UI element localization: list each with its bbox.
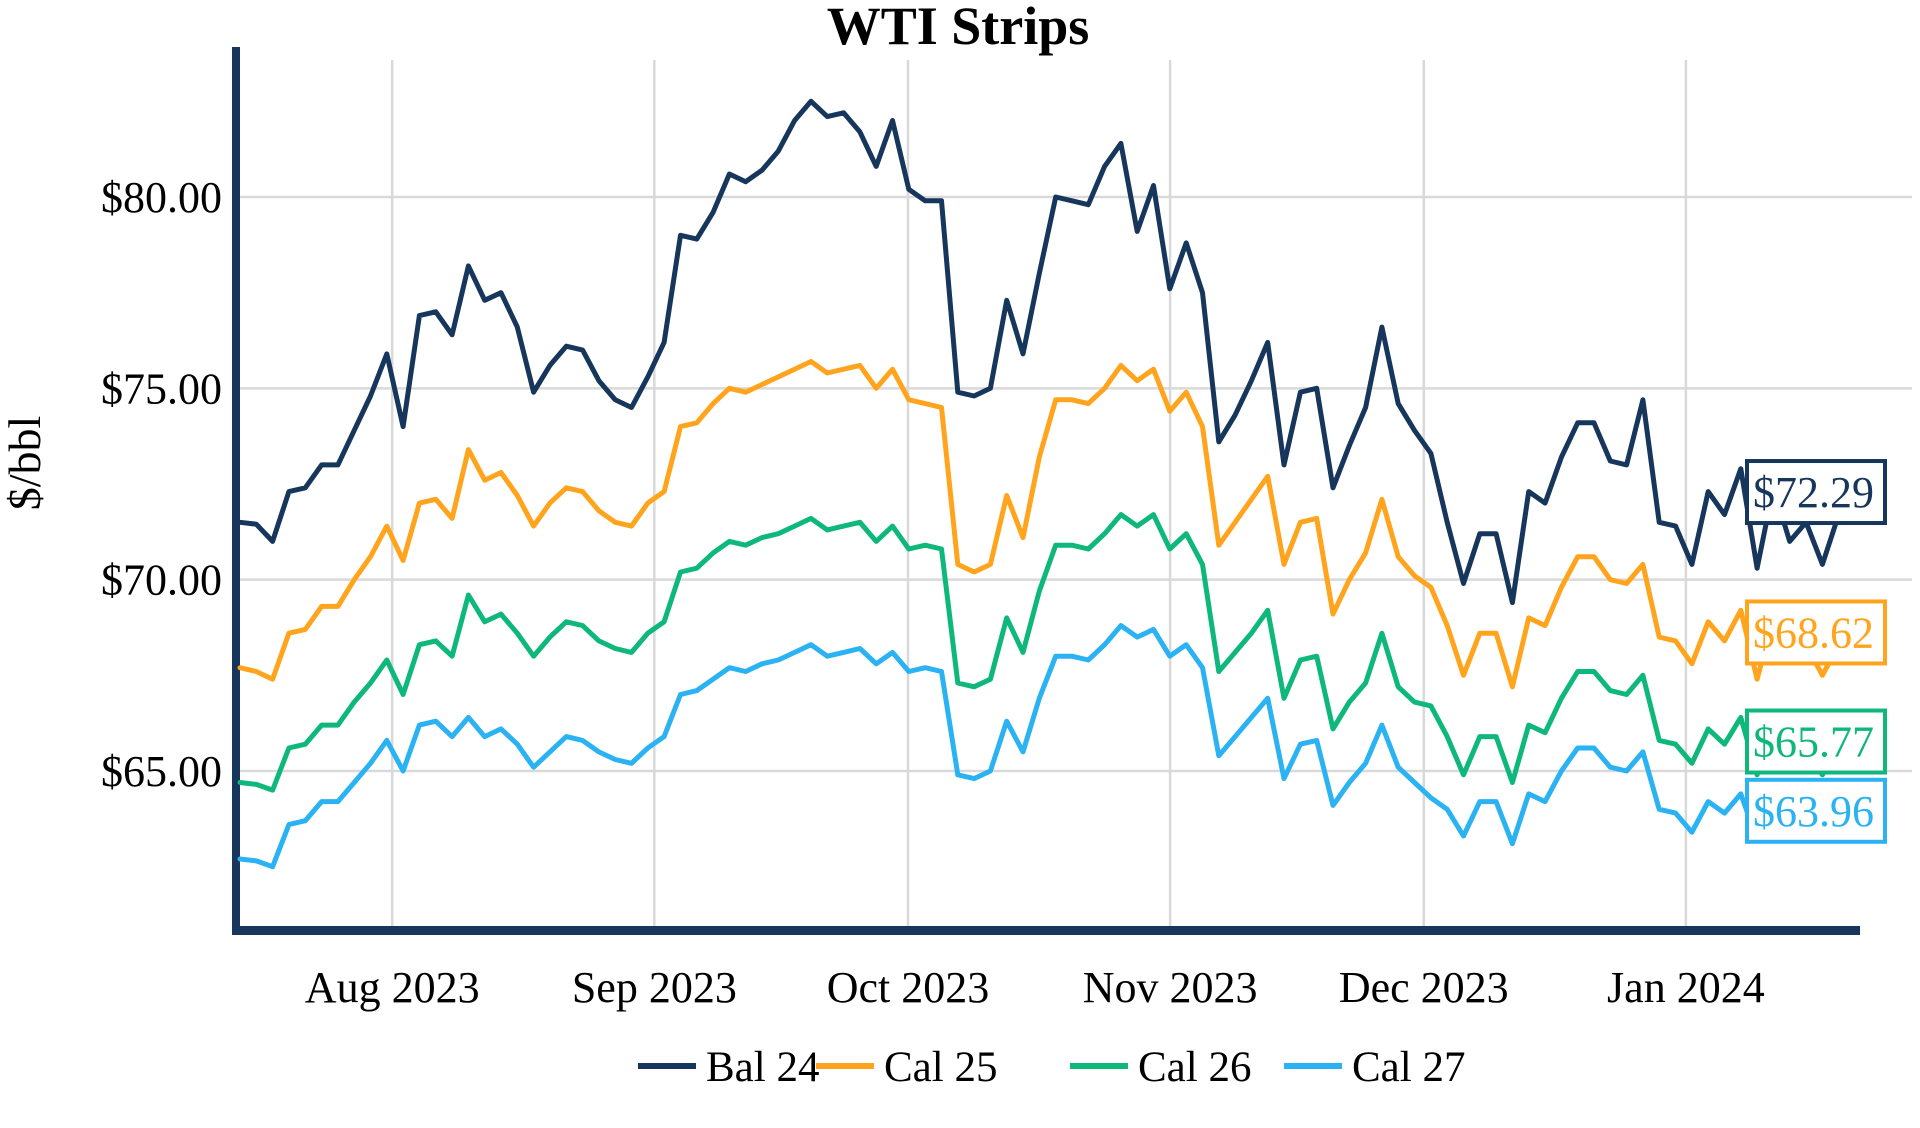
end-label-box-cal-25 xyxy=(1745,599,1887,666)
y-tick-70: $70.00 xyxy=(101,556,222,605)
legend-item-cal-27: Cal 27 xyxy=(1284,1044,1465,1091)
axis-spines xyxy=(232,47,1860,935)
series-line-cal-27 xyxy=(237,623,1858,870)
legend: Bal 24 Cal 25 Cal 26 Cal 27 xyxy=(638,1044,1465,1091)
series-end-labels: $72.29 $68.62 $65.77 $63.96 xyxy=(1745,459,1887,844)
end-label-text-cal-27: $63.96 xyxy=(1753,787,1874,836)
legend-label-cal-27: Cal 27 xyxy=(1352,1044,1465,1091)
x-tick-aug-2023: Aug 2023 xyxy=(305,963,480,1012)
y-axis-label: $/bbl xyxy=(0,416,50,511)
x-tick-labels: Aug 2023 Sep 2023 Oct 2023 Nov 2023 Dec 2023… xyxy=(305,963,1765,1012)
legend-item-bal-24: Bal 24 xyxy=(638,1044,819,1091)
series-line-cal-25 xyxy=(237,359,1858,690)
end-label-box-bal-24 xyxy=(1745,459,1887,526)
legend-label-cal-26: Cal 26 xyxy=(1138,1044,1251,1091)
x-tick-nov-2023: Nov 2023 xyxy=(1083,963,1258,1012)
x-tick-jan-2024: Jan 2024 xyxy=(1607,963,1765,1012)
end-label-text-cal-26: $65.77 xyxy=(1753,718,1874,767)
chart-title: WTI Strips xyxy=(827,0,1090,56)
legend-item-cal-25: Cal 25 xyxy=(816,1044,997,1091)
end-label-box-cal-27 xyxy=(1745,777,1887,844)
legend-label-cal-25: Cal 25 xyxy=(884,1044,997,1091)
x-tick-oct-2023: Oct 2023 xyxy=(827,963,990,1012)
legend-label-bal-24: Bal 24 xyxy=(706,1044,819,1091)
end-label-text-bal-24: $72.29 xyxy=(1753,468,1874,517)
x-tick-dec-2023: Dec 2023 xyxy=(1339,963,1509,1012)
gridlines xyxy=(236,60,1912,926)
series-lines xyxy=(237,98,1858,870)
legend-item-cal-26: Cal 26 xyxy=(1070,1044,1251,1091)
series-line-bal-24 xyxy=(237,98,1858,606)
end-label-text-cal-25: $68.62 xyxy=(1753,608,1874,657)
x-tick-sep-2023: Sep 2023 xyxy=(572,963,737,1012)
x-axis-spine xyxy=(232,926,1860,935)
y-tick-labels: $80.00 $75.00 $70.00 $65.00 xyxy=(101,173,222,796)
y-tick-65: $65.00 xyxy=(101,747,222,796)
y-tick-80: $80.00 xyxy=(101,173,222,222)
series-line-cal-26 xyxy=(237,512,1858,793)
y-tick-75: $75.00 xyxy=(101,364,222,413)
end-label-box-cal-26 xyxy=(1745,708,1887,775)
y-axis-spine xyxy=(232,47,240,934)
